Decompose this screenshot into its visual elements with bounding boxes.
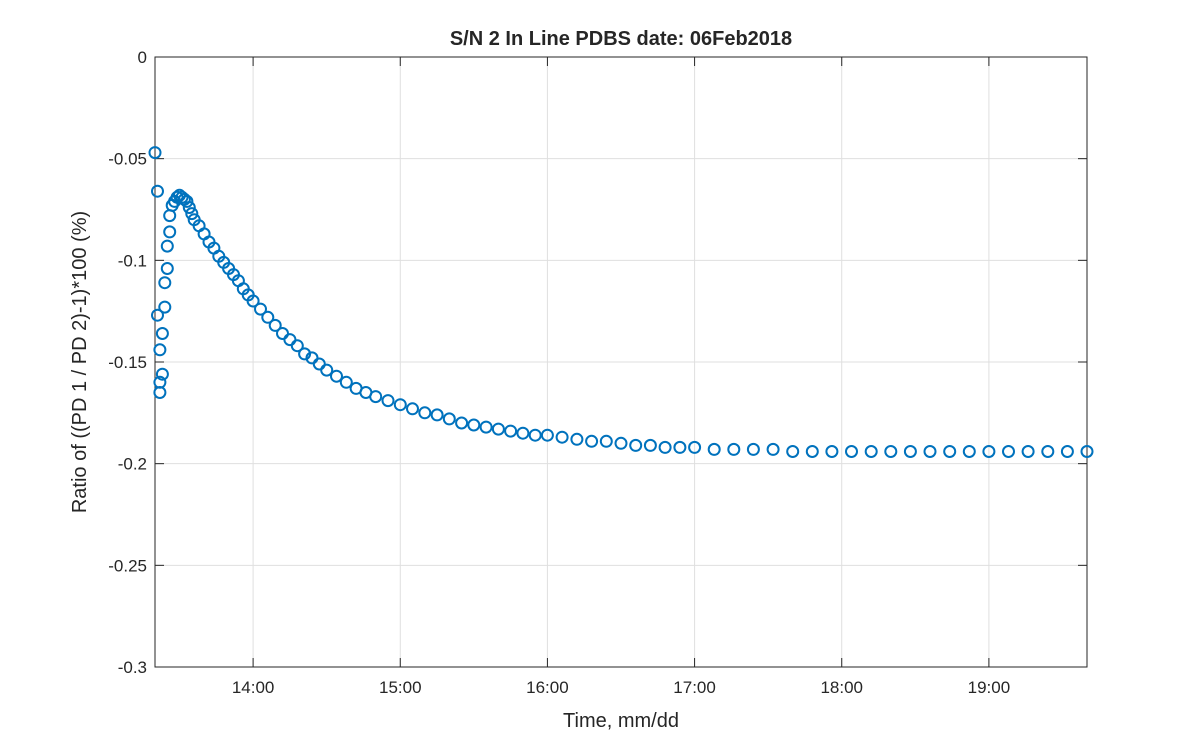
- data-point: [330, 369, 343, 383]
- data-point: [673, 440, 687, 454]
- data-point: [246, 294, 260, 308]
- y-tick-labels: 0 -0.05 -0.1 -0.15 -0.2 -0.25 -0.3: [108, 48, 147, 677]
- data-point: [261, 310, 275, 324]
- data-point: [381, 394, 395, 408]
- data-point: [1021, 445, 1035, 458]
- data-point: [158, 300, 172, 314]
- data-point: [320, 363, 334, 377]
- data-point: [185, 207, 199, 221]
- data-point: [155, 327, 169, 340]
- x-tick-labels: 14:00 15:00 16:00 17:00 18:00 19:00: [232, 678, 1010, 697]
- data-point: [418, 406, 432, 420]
- data-point: [962, 445, 976, 458]
- data-point: [528, 428, 542, 442]
- axis-ticks: [155, 56, 1087, 668]
- y-tick-label: -0.3: [118, 658, 147, 677]
- data-point: [290, 339, 304, 353]
- x-tick-label: 18:00: [820, 678, 863, 697]
- y-axis-label: Ratio of ((PD 1 / PD 2)-1)*100 (%): [69, 211, 91, 513]
- data-point: [158, 276, 172, 290]
- data-point: [148, 146, 162, 160]
- data-point: [504, 424, 518, 438]
- data-point: [1080, 445, 1094, 458]
- x-tick-label: 19:00: [968, 678, 1011, 697]
- data-point: [430, 408, 444, 422]
- data-point: [658, 440, 672, 454]
- data-point: [599, 434, 613, 448]
- data-point: [182, 201, 196, 214]
- data-point: [766, 442, 780, 456]
- data-point: [746, 442, 760, 456]
- x-tick-label: 15:00: [379, 678, 422, 697]
- data-point: [864, 445, 878, 458]
- x-tick-label: 17:00: [673, 678, 716, 697]
- data-point: [163, 225, 177, 239]
- data-point: [540, 428, 554, 442]
- y-tick-label: -0.2: [118, 455, 147, 474]
- data-point: [160, 262, 174, 275]
- x-tick-label: 14:00: [232, 678, 275, 697]
- data-point: [369, 390, 383, 404]
- x-axis-label: Time, mm/dd: [563, 710, 679, 732]
- data-point: [1002, 445, 1015, 458]
- data-point: [491, 422, 505, 436]
- y-tick-label: -0.05: [108, 150, 147, 169]
- data-point: [614, 436, 628, 450]
- data-point: [455, 416, 469, 430]
- data-point: [268, 318, 282, 332]
- data-point: [254, 302, 267, 316]
- data-point: [570, 432, 584, 446]
- data-point: [903, 445, 917, 458]
- data-point: [585, 434, 599, 448]
- data-point: [1041, 445, 1055, 458]
- data-point: [393, 398, 407, 412]
- data-point: [151, 184, 164, 198]
- data-point: [707, 442, 721, 456]
- data-point: [180, 194, 194, 208]
- data-point: [923, 445, 937, 458]
- data-point: [786, 445, 800, 458]
- chart-title: S/N 2 In Line PDBS date: 06Feb2018: [450, 28, 792, 50]
- data-point: [153, 343, 167, 357]
- data-point: [845, 445, 858, 458]
- data-point: [155, 367, 169, 381]
- data-point: [943, 445, 957, 458]
- data-point: [479, 420, 493, 434]
- data-point: [555, 430, 569, 444]
- data-point: [825, 445, 839, 458]
- data-point: [442, 412, 456, 426]
- data-point: [153, 386, 167, 399]
- data-point: [298, 347, 312, 361]
- y-tick-label: 0: [138, 48, 147, 67]
- x-tick-label: 16:00: [526, 678, 569, 697]
- data-point: [982, 445, 996, 458]
- data-point: [151, 308, 164, 322]
- data-point: [160, 239, 174, 253]
- data-point: [727, 442, 741, 456]
- data-point: [629, 438, 643, 452]
- data-point: [406, 402, 419, 416]
- data-point: [1060, 445, 1074, 458]
- data-point: [805, 445, 819, 458]
- data-point: [884, 445, 898, 458]
- data-point: [339, 375, 353, 389]
- data-point: [688, 440, 702, 454]
- data-point: [643, 438, 657, 452]
- y-tick-label: -0.15: [108, 353, 147, 372]
- data-point: [516, 426, 530, 440]
- data-series: [148, 146, 1094, 458]
- y-tick-label: -0.1: [118, 251, 147, 270]
- data-point: [467, 418, 481, 432]
- y-tick-label: -0.25: [108, 556, 147, 575]
